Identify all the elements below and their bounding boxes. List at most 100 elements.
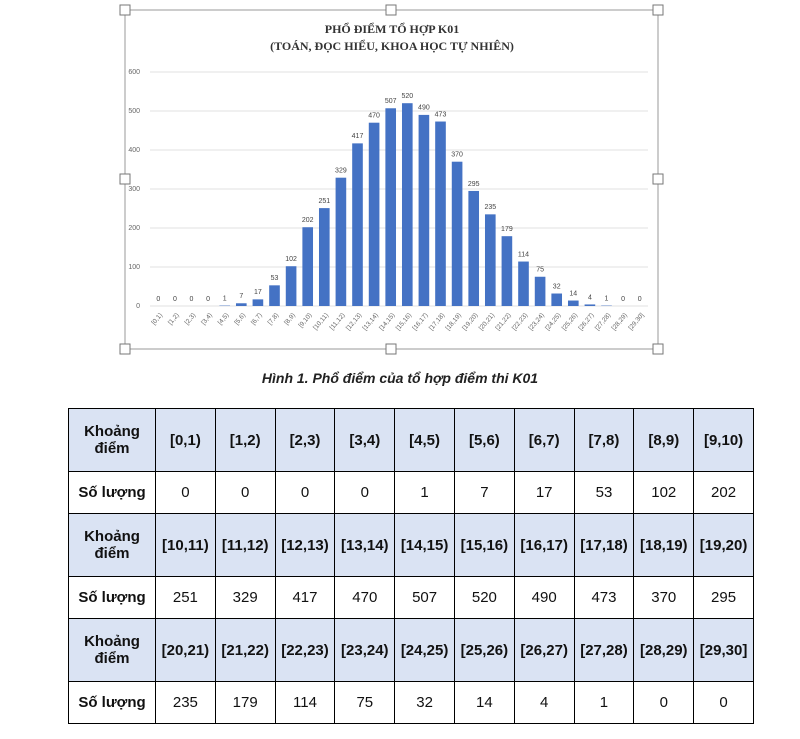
table-cell: [7,8) bbox=[573, 408, 635, 472]
table-cell: [5,6) bbox=[453, 408, 515, 472]
table-cell: [13,14) bbox=[334, 513, 396, 577]
table-cell: [28,29) bbox=[633, 618, 695, 682]
table-cell: [26,27) bbox=[513, 618, 575, 682]
table-cell: [27,28) bbox=[573, 618, 635, 682]
table-cell: [22,23) bbox=[274, 618, 336, 682]
table-cell: 202 bbox=[693, 471, 754, 514]
y-tick-label: 100 bbox=[128, 264, 140, 271]
table-cell: [18,19) bbox=[633, 513, 695, 577]
data-label: 0 bbox=[156, 296, 160, 303]
table-row: Số lượng 0 0 0 0 1 7 17 53 102 202 bbox=[68, 471, 754, 514]
data-label: 114 bbox=[518, 251, 529, 258]
chart: PHỔ ĐIỂM TỔ HỢP K01 (TOÁN, ĐỌC HIỂU, KHO… bbox=[119, 4, 664, 355]
data-label: 470 bbox=[368, 113, 380, 120]
table-cell: 75 bbox=[334, 681, 396, 724]
table-cell: 53 bbox=[573, 471, 635, 514]
table-row: Khoảng điểm [20,21) [21,22) [22,23) [23,24)[… bbox=[68, 618, 754, 682]
table-cell: 0 bbox=[155, 471, 216, 514]
data-label: 17 bbox=[254, 289, 262, 296]
bar bbox=[352, 143, 363, 306]
table-cell: 520 bbox=[453, 576, 515, 619]
bar bbox=[468, 190, 480, 306]
data-label: 417 bbox=[352, 133, 364, 140]
bar bbox=[484, 214, 496, 306]
bar bbox=[335, 177, 347, 306]
table-cell: [23,24) bbox=[334, 618, 396, 682]
table-cell: 507 bbox=[394, 576, 455, 619]
table-cell: 1 bbox=[394, 471, 455, 514]
data-label: 14 bbox=[569, 290, 577, 297]
chart-title: PHỔ ĐIỂM TỔ HỢP K01 bbox=[325, 21, 459, 36]
table-cell: [12,13) bbox=[274, 513, 336, 577]
data-label: 1 bbox=[605, 295, 609, 302]
table-cell: [19,20) bbox=[693, 513, 754, 577]
data-label: 0 bbox=[190, 296, 194, 303]
table-cell: 32 bbox=[394, 681, 455, 724]
table-cell: 251 bbox=[155, 576, 216, 619]
table-row: Khoảng điểm [10,11) [11,12) [12,13) [13,14)[… bbox=[68, 513, 754, 577]
y-tick-label: 400 bbox=[128, 147, 140, 154]
bar bbox=[584, 304, 596, 306]
data-label: 4 bbox=[588, 294, 592, 301]
data-label: 0 bbox=[206, 296, 210, 303]
table-cell: 473 bbox=[573, 576, 635, 619]
data-label: 75 bbox=[536, 267, 544, 274]
bar bbox=[235, 303, 247, 306]
selection-handles bbox=[119, 4, 664, 355]
bar bbox=[534, 276, 546, 306]
data-label: 370 bbox=[451, 152, 463, 159]
bar bbox=[435, 121, 446, 306]
table-cell: [16,17) bbox=[513, 513, 575, 577]
table-cell: [15,16) bbox=[453, 513, 515, 577]
table-cell: 470 bbox=[334, 576, 396, 619]
table-cell: 7 bbox=[453, 471, 515, 514]
data-label: 0 bbox=[621, 296, 625, 303]
bar bbox=[418, 114, 430, 307]
table-cell: 295 bbox=[693, 576, 754, 619]
data-label: 295 bbox=[468, 181, 480, 188]
data-label: 1 bbox=[223, 295, 227, 302]
data-label: 235 bbox=[484, 204, 496, 211]
data-label: 0 bbox=[173, 296, 177, 303]
table-cell: [17,18) bbox=[573, 513, 635, 577]
table-cell: [10,11) bbox=[155, 513, 216, 577]
table-cell: 417 bbox=[274, 576, 336, 619]
bar bbox=[285, 266, 297, 306]
chart-subtitle: (TOÁN, ĐỌC HIỂU, KHOA HỌC TỰ NHIÊN) bbox=[270, 38, 514, 53]
table-cell: [1,2) bbox=[214, 408, 276, 472]
table: Khoảng điểm [0,1) [1,2) [2,3) [3,4) [4,5) [5,6… bbox=[68, 408, 754, 724]
table-cell: 114 bbox=[274, 681, 336, 724]
data-label: 0 bbox=[638, 296, 642, 303]
table-cell: [8,9) bbox=[633, 408, 695, 472]
table-cell: 235 bbox=[155, 681, 216, 724]
bar bbox=[501, 236, 513, 306]
bar bbox=[567, 300, 579, 306]
data-label: 7 bbox=[239, 293, 243, 300]
y-tick-label: 600 bbox=[128, 69, 140, 76]
bar bbox=[451, 161, 463, 306]
table-cell: [2,3) bbox=[274, 408, 336, 472]
table-cell: 102 bbox=[633, 471, 695, 514]
bar bbox=[518, 261, 529, 306]
bar bbox=[401, 103, 413, 306]
table-cell: [24,25) bbox=[394, 618, 455, 682]
table-cell: 370 bbox=[633, 576, 695, 619]
bar bbox=[368, 122, 380, 306]
table-cell: 4 bbox=[513, 681, 575, 724]
table-row: Số lượng 251 329 417 470 507 520 490 473 370 295 bbox=[68, 576, 754, 619]
table-cell: 1 bbox=[573, 681, 635, 724]
data-label: 53 bbox=[271, 275, 279, 282]
row-header: Số lượng bbox=[68, 576, 156, 619]
table-cell: [14,15) bbox=[394, 513, 455, 577]
data-label: 251 bbox=[318, 198, 330, 205]
table-cell: [21,22) bbox=[214, 618, 276, 682]
caption: Hình 1. Phổ điểm của tổ hợp điểm thi K01 bbox=[261, 370, 539, 386]
table-cell: 0 bbox=[274, 471, 336, 514]
table-cell: 0 bbox=[693, 681, 754, 724]
y-tick-label: 300 bbox=[128, 186, 140, 193]
table-cell: 0 bbox=[214, 471, 276, 514]
bar bbox=[551, 293, 563, 306]
data-label: 32 bbox=[553, 283, 561, 290]
row-header: Khoảng điểm bbox=[68, 513, 156, 577]
